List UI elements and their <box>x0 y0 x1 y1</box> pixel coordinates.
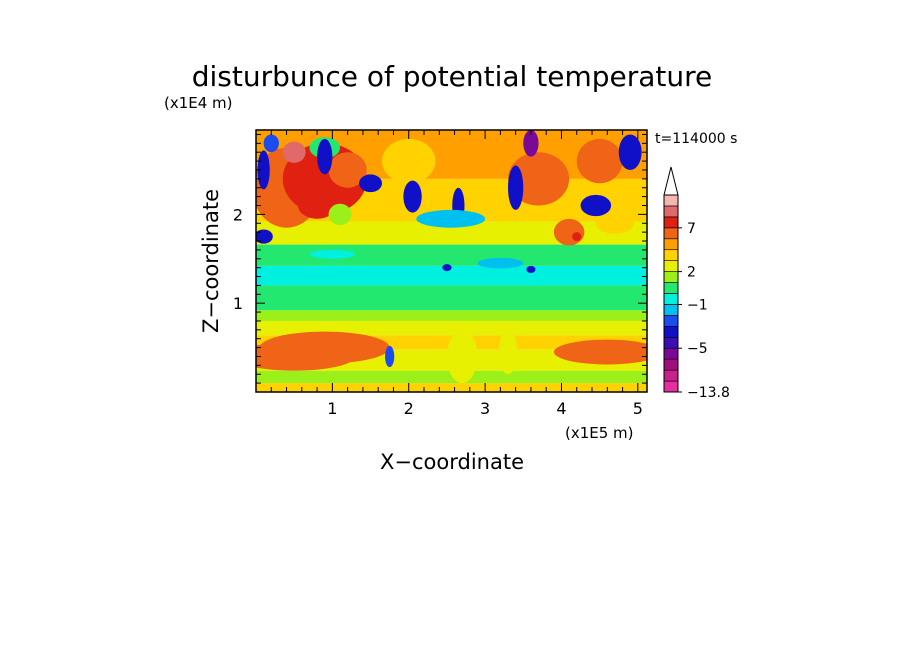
colorbar-segment <box>663 194 679 207</box>
contour-band <box>256 370 647 384</box>
time-label: t=114000 s <box>655 131 737 147</box>
colorbar-segment <box>663 271 679 283</box>
colorbar-segment <box>663 249 679 261</box>
contour-blob <box>595 212 635 234</box>
contour-band <box>256 221 647 245</box>
y-unit-label: (x1E4 m) <box>164 94 233 112</box>
y-tick-label: 2 <box>233 205 243 224</box>
contour-blob <box>309 249 356 259</box>
x-tick-label: 4 <box>556 399 566 418</box>
contour-blob <box>526 265 536 273</box>
colorbar-segment <box>663 304 679 316</box>
contour-field <box>256 130 647 392</box>
contour-blob <box>618 134 642 170</box>
contour-blob <box>257 150 270 190</box>
colorbar-segment <box>663 315 679 327</box>
colorbar-label: 7 <box>687 221 696 237</box>
colorbar-segment <box>663 380 679 393</box>
contour-blob <box>572 232 582 242</box>
contour-blob <box>385 345 395 368</box>
contour-blob <box>263 134 279 153</box>
contour-blob <box>508 165 524 210</box>
x-tick-label: 2 <box>404 399 414 418</box>
contour-blob <box>523 130 539 157</box>
colorbar: 7 2 −1 −5 −13.8 <box>663 166 730 401</box>
x-tick-label: 1 <box>327 399 337 418</box>
contour-band <box>256 320 647 336</box>
colorbar-label: −13.8 <box>687 385 730 401</box>
contour-blob <box>359 174 383 193</box>
contour-blob <box>553 339 647 365</box>
contour-blob <box>403 180 422 213</box>
contour-blob <box>508 152 570 206</box>
contour-blob <box>256 229 273 244</box>
contour-blob <box>298 192 337 219</box>
colorbar-arrow <box>663 166 679 196</box>
x-axis-label: X−coordinate <box>380 450 524 474</box>
contour-blob <box>382 138 436 184</box>
colorbar-segment <box>663 347 679 360</box>
colorbar-segment <box>663 216 679 229</box>
x-unit-label: (x1E5 m) <box>565 424 634 442</box>
contour-blob <box>317 138 333 175</box>
contour-blob <box>446 329 478 384</box>
contour-blob <box>576 138 623 184</box>
axis-ticks: 1 2 3 4 5 1 2 <box>233 130 647 418</box>
contour-blob <box>282 141 306 163</box>
contour-band <box>256 383 647 392</box>
contour-band <box>256 265 647 286</box>
contour-blob <box>328 203 352 226</box>
contour-blob <box>328 152 367 188</box>
contour-blob <box>477 257 524 269</box>
colorbar-label: 2 <box>687 265 696 281</box>
colorbar-frame <box>663 194 679 393</box>
colorbar-label: −5 <box>687 341 708 357</box>
contour-blob <box>580 194 612 217</box>
colorbar-segment <box>663 336 679 349</box>
contour-blob <box>498 329 518 375</box>
contour-blob <box>553 218 585 246</box>
colorbar-segment <box>663 227 679 240</box>
contour-blob <box>442 264 452 272</box>
contour-blob <box>256 342 356 371</box>
colorbar-segment <box>663 293 679 305</box>
contour-band <box>256 285 647 311</box>
contour-blob <box>416 209 486 228</box>
colorbar-segment <box>663 238 679 251</box>
colorbar-label: −1 <box>687 297 708 313</box>
colorbar-segment <box>663 260 679 272</box>
x-tick-label: 3 <box>480 399 490 418</box>
contour-band <box>256 244 647 266</box>
colorbar-segment <box>663 358 679 371</box>
y-axis-label: Z−coordinate <box>199 189 223 333</box>
y-tick-label: 1 <box>233 294 243 313</box>
plot-frame <box>255 129 648 393</box>
contour-band <box>256 310 647 321</box>
colorbar-segment <box>663 282 679 294</box>
x-tick-label: 5 <box>633 399 643 418</box>
colorbar-segment <box>663 205 679 218</box>
colorbar-segment <box>663 369 679 382</box>
colorbar-segment <box>663 326 679 338</box>
chart-title: disturbunce of potential temperature <box>192 60 713 93</box>
